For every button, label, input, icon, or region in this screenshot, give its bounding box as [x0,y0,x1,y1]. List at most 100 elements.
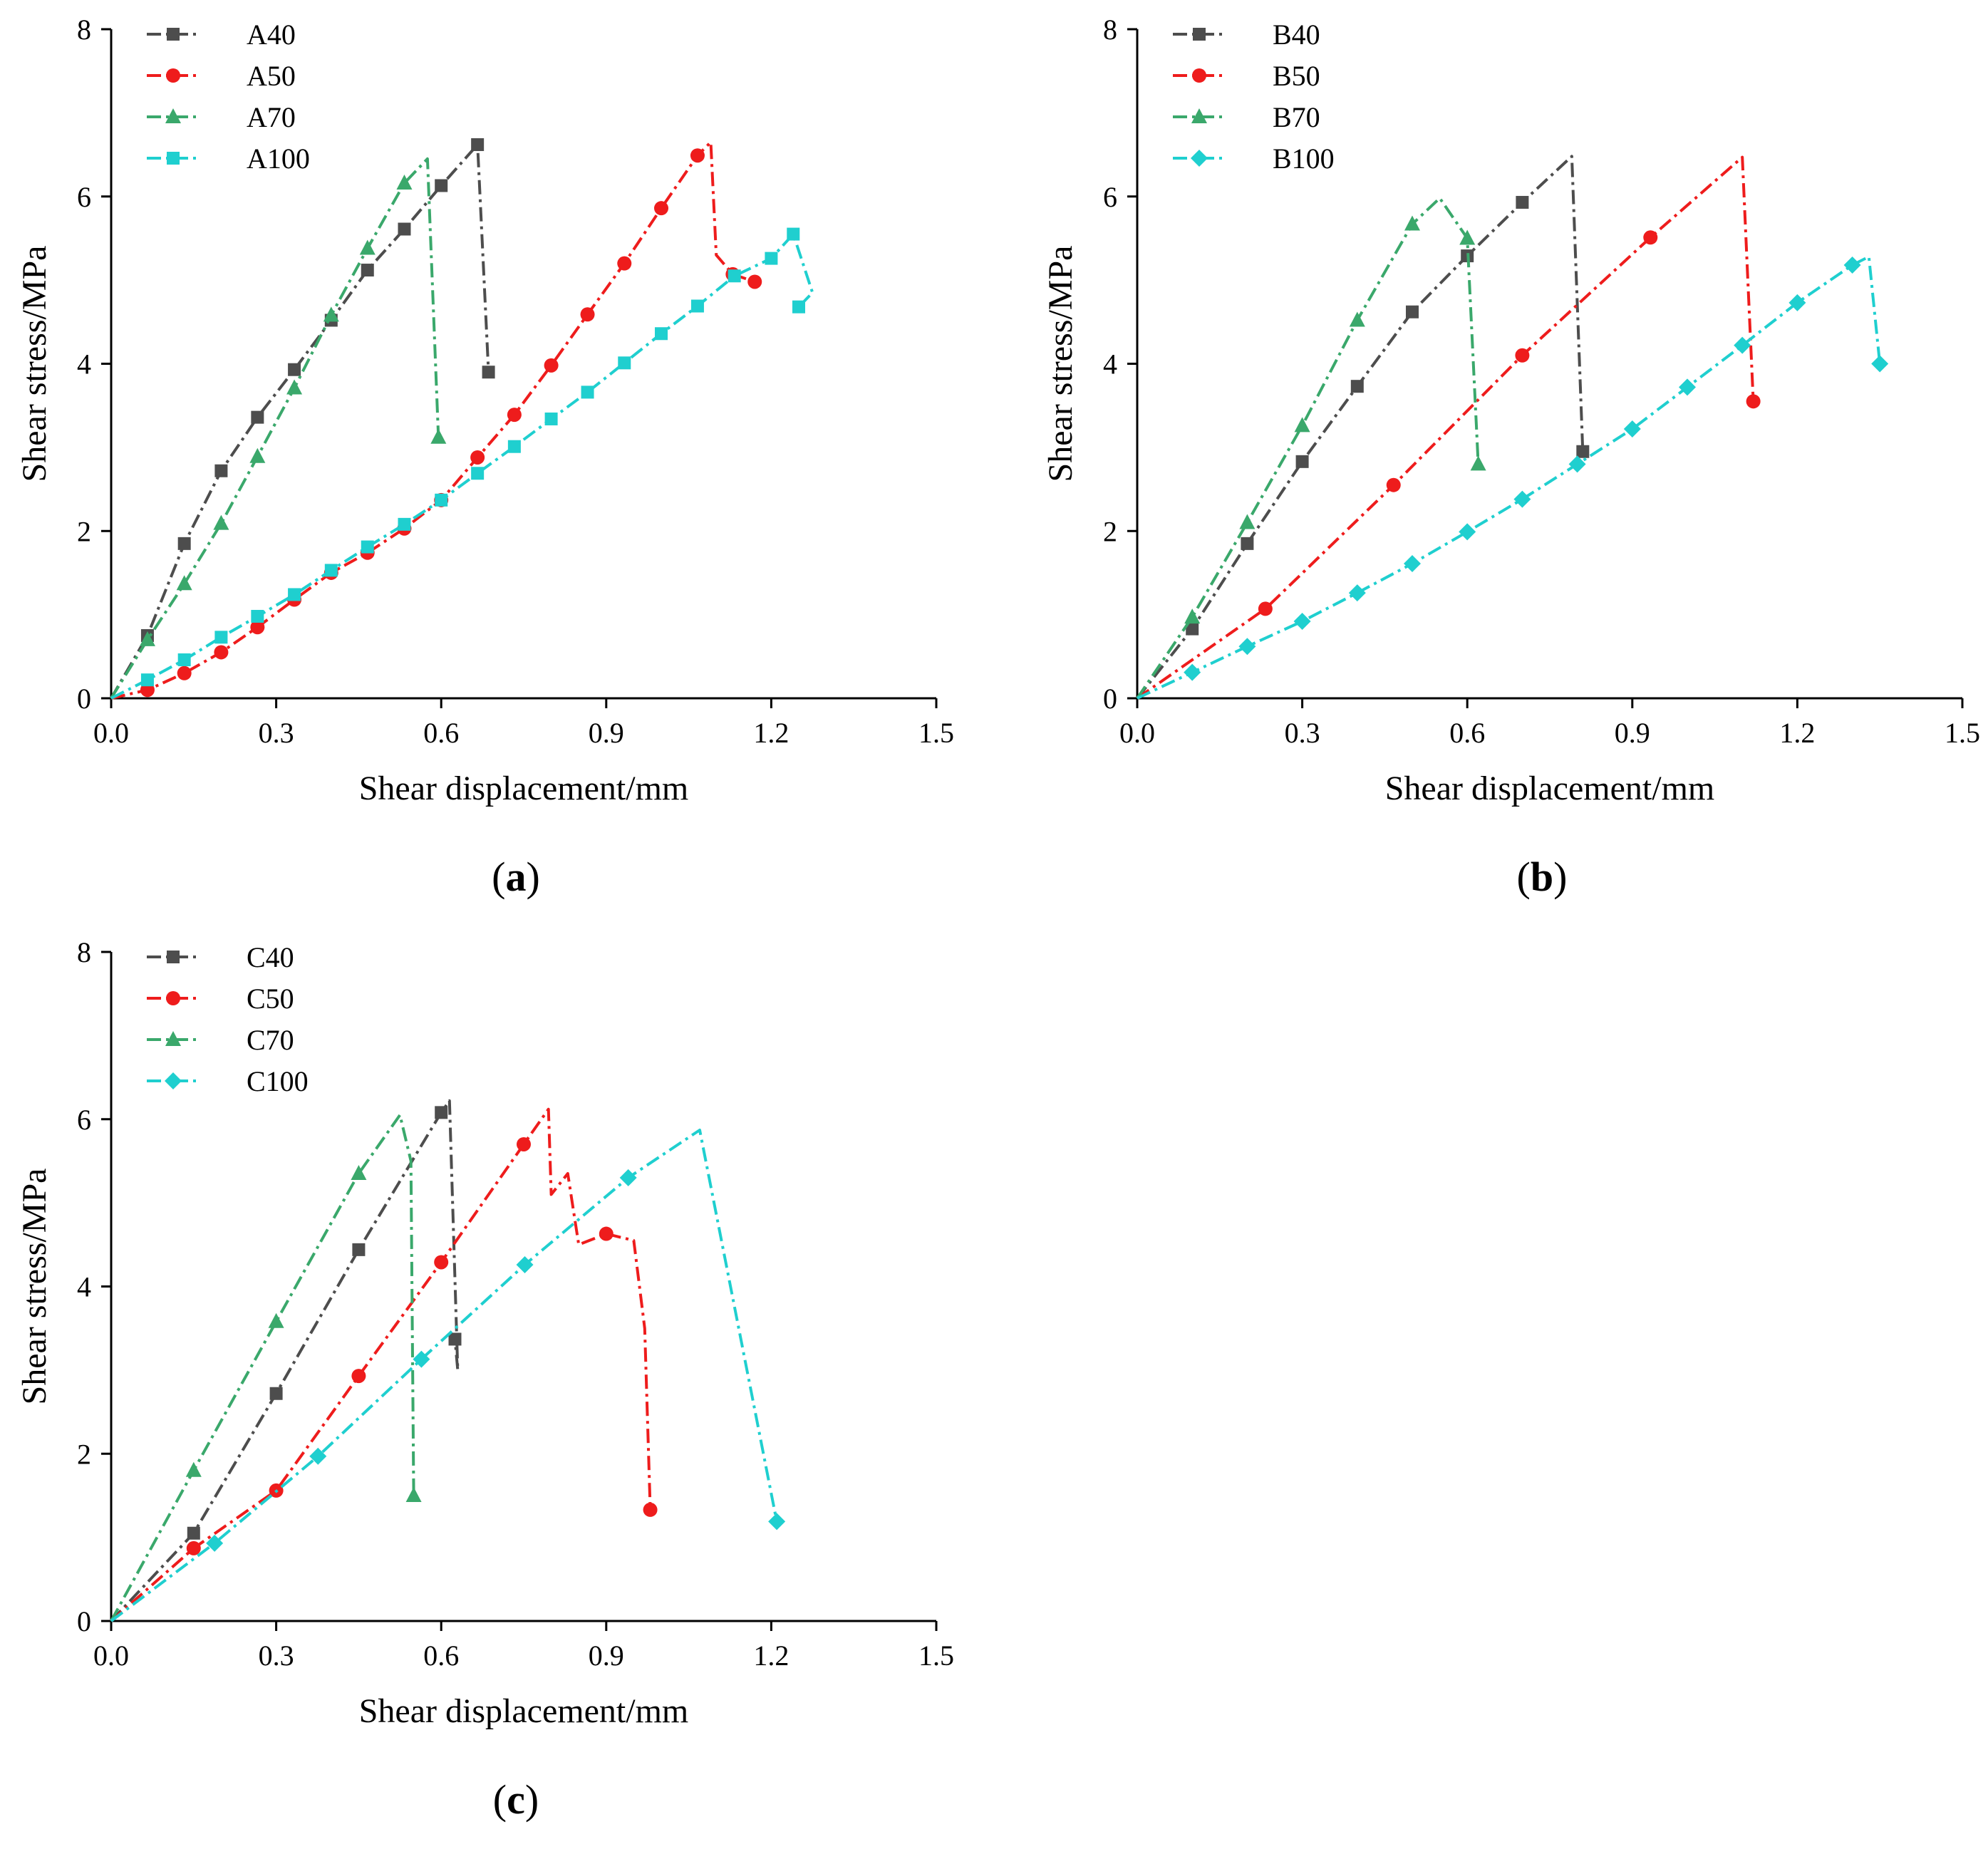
data-point [1746,394,1761,409]
y-tick-label: 0 [1103,683,1117,715]
data-point [544,412,558,425]
x-tick-label: 0.0 [93,1640,129,1672]
legend-item-B50: B50 [1173,60,1320,92]
legend-item-B40: B40 [1173,19,1320,51]
y-tick-label: 2 [1103,515,1117,547]
data-point [249,447,266,463]
x-tick-label: 0.0 [93,717,129,749]
series-B70 [1136,197,1486,700]
series-C40 [110,1099,462,1622]
data-point [581,385,594,399]
data-point [1734,336,1751,354]
data-point [405,1486,422,1502]
data-point [655,327,668,341]
series-line-B50 [1136,155,1755,700]
y-tick-label: 6 [77,1104,91,1136]
data-point [787,227,800,241]
legend-label: A40 [247,19,296,51]
data-point [516,1255,534,1273]
series-line-A100 [110,232,814,700]
data-point [1293,613,1311,631]
legend-item-C50: C50 [147,983,294,1015]
data-point [214,631,228,644]
data-point [1404,555,1421,573]
data-point [471,138,485,151]
data-point [792,300,805,314]
x-axis-title: Shear displacement/mm [359,770,689,807]
legend-item-A50: A50 [147,60,296,92]
data-point [1470,455,1486,471]
y-tick-label: 4 [1103,348,1117,380]
y-tick-label: 0 [77,683,91,715]
data-point [471,467,485,480]
data-point [1406,305,1419,319]
legend-label: A100 [247,143,310,175]
data-point [1350,380,1364,393]
series-line-C70 [110,1113,415,1622]
x-tick-label: 0.9 [1615,717,1650,749]
data-point [214,645,229,660]
data-point [1241,537,1254,550]
x-tick-label: 0.3 [1285,717,1320,749]
data-point [507,440,521,453]
data-point [186,1540,201,1555]
x-tick-label: 1.2 [753,1640,789,1672]
data-point [1295,455,1309,468]
data-point [1184,608,1201,624]
x-tick-label: 0.6 [1449,717,1485,749]
data-point [1459,229,1476,245]
data-point [361,264,374,277]
data-point [768,1513,786,1531]
y-tick-label: 4 [77,1271,91,1303]
data-point [517,1136,531,1151]
data-point [470,450,485,465]
data-point [654,201,668,216]
legend-label: A50 [247,60,296,92]
x-tick-label: 0.3 [259,717,294,749]
legend-marker [1191,108,1207,123]
data-point [1238,638,1256,656]
legend-marker [1193,28,1206,41]
y-tick-label: 8 [1103,14,1117,46]
data-point [176,575,192,591]
data-point [213,514,229,530]
data-point [309,1447,327,1465]
legend-label: A70 [247,101,296,133]
data-point [324,564,338,577]
data-point [482,366,495,379]
data-point [177,653,191,667]
legend-label: B40 [1273,19,1320,51]
legend-label: C70 [247,1024,294,1056]
data-point [1404,215,1420,231]
data-point [214,464,228,477]
data-point [1515,348,1530,363]
data-point [1186,622,1199,636]
series-line-A40 [110,143,490,700]
data-point [435,493,448,507]
data-point [617,256,632,271]
data-point [288,588,301,601]
data-point [268,1312,284,1328]
data-point [618,356,631,370]
data-point [250,620,265,635]
y-tick-label: 6 [77,181,91,213]
legend-label: C50 [247,983,294,1015]
panel-label: (b) [1517,854,1568,900]
data-point [352,1243,366,1256]
data-point [643,1502,658,1517]
legend-marker [167,951,180,963]
panel-label: (c) [493,1776,539,1823]
data-point [430,428,447,444]
legend-marker [166,68,180,83]
data-point [398,517,411,531]
legend-label: B70 [1273,101,1320,133]
data-point [1788,294,1806,311]
legend-marker [165,1072,182,1089]
data-point [1294,417,1310,433]
legend-label: B100 [1273,143,1335,175]
data-point [286,379,303,395]
x-axis-title: Shear displacement/mm [1385,770,1715,807]
legend-label: B50 [1273,60,1320,92]
data-point [765,252,778,265]
